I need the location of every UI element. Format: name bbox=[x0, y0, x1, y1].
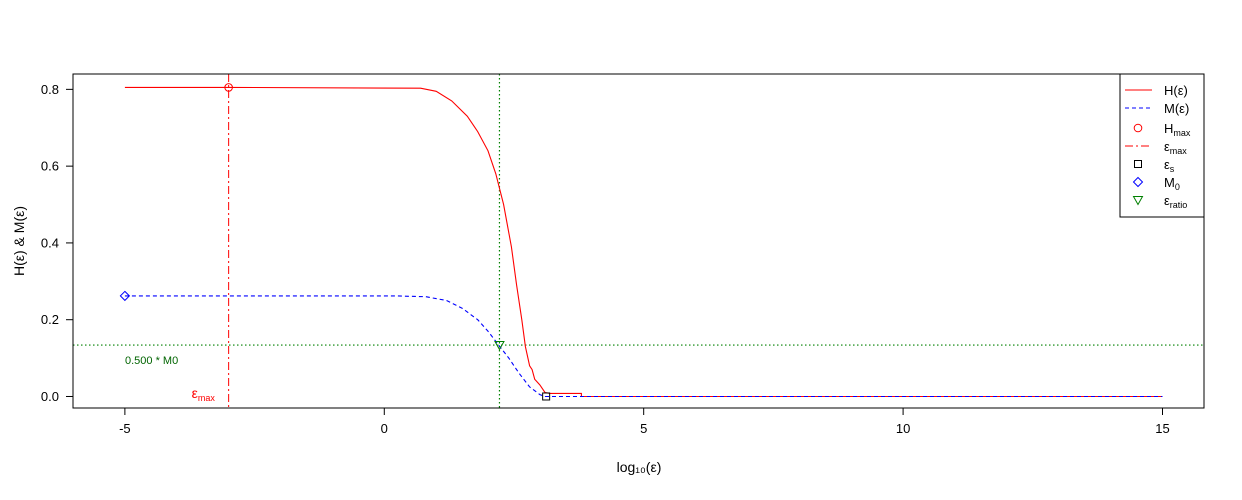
legend-item-M0: M0 bbox=[1132, 175, 1180, 192]
legend-box bbox=[1119, 73, 1205, 218]
eps-s-point bbox=[542, 392, 551, 401]
y-tick-label: 0.0 bbox=[41, 389, 59, 404]
legend-label-H: H(ε) bbox=[1164, 83, 1188, 98]
h-max-point bbox=[224, 83, 233, 92]
legend-item-epss: εs bbox=[1134, 157, 1175, 174]
x-tick-label: 5 bbox=[640, 421, 647, 436]
y-tick-label: 0.4 bbox=[41, 235, 59, 250]
legend-symbol-m0 bbox=[1132, 176, 1144, 188]
m0-point bbox=[119, 290, 131, 302]
legend-item-H: H(ε) bbox=[1125, 83, 1188, 98]
legend-symbol-h-max bbox=[1133, 123, 1143, 133]
eps-max-annotation: εmax bbox=[192, 385, 216, 403]
legend-label-epsratio: εratio bbox=[1164, 193, 1187, 210]
y-tick-label: 0.2 bbox=[41, 312, 59, 327]
ratio-annotation: 0.500 * M0 bbox=[125, 355, 178, 367]
legend-item-epsmax: εmax bbox=[1125, 139, 1187, 156]
x-axis-title: log₁₀(ε) bbox=[617, 459, 662, 475]
series-line-H bbox=[124, 86, 1163, 398]
y-axis: 0.0 0.2 0.4 0.6 0.8 bbox=[41, 82, 73, 404]
eps-ratio-point bbox=[494, 341, 505, 351]
legend-symbol-eps-ratio bbox=[1132, 196, 1144, 206]
legend-symbol-eps-s bbox=[1134, 160, 1142, 168]
x-tick-label: 10 bbox=[896, 421, 910, 436]
legend-label-M0: M0 bbox=[1164, 175, 1180, 192]
legend-label-epsmax: εmax bbox=[1164, 139, 1187, 156]
legend-item-Hmax: Hmax bbox=[1133, 121, 1191, 138]
legend-label-epss: εs bbox=[1164, 157, 1175, 174]
x-tick-label: 0 bbox=[381, 421, 388, 436]
legend-item-M: M(ε) bbox=[1125, 101, 1189, 116]
series-line-M bbox=[124, 295, 1163, 398]
y-axis-title: H(ε) & M(ε) bbox=[11, 206, 27, 276]
legend-item-epsratio: εratio bbox=[1132, 193, 1187, 210]
y-tick-label: 0.6 bbox=[41, 159, 59, 174]
legend-label-Hmax: Hmax bbox=[1164, 121, 1191, 138]
plot-area bbox=[73, 74, 1204, 408]
x-axis: -5 0 5 10 15 bbox=[119, 408, 1170, 436]
x-tick-label: -5 bbox=[119, 421, 131, 436]
x-tick-label: 15 bbox=[1155, 421, 1169, 436]
plot-frame bbox=[72, 73, 1205, 409]
legend-label-M: M(ε) bbox=[1164, 101, 1189, 116]
y-tick-label: 0.8 bbox=[41, 82, 59, 97]
